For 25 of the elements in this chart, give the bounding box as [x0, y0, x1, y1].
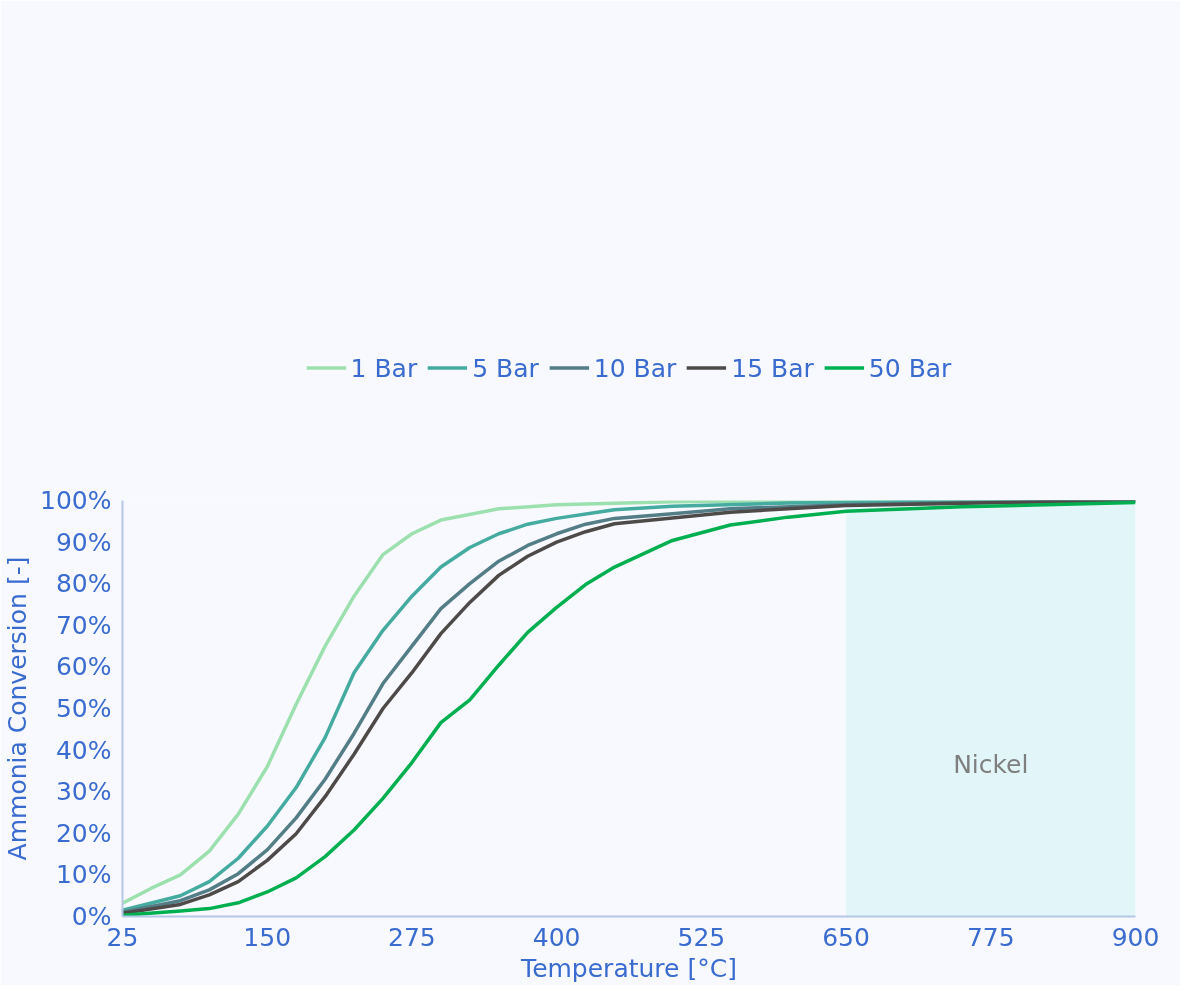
legend-label: 5 Bar: [472, 353, 539, 383]
x-tick-label: 775: [966, 922, 1015, 952]
x-tick-label: 150: [243, 922, 292, 952]
x-tick-label: 900: [1111, 922, 1160, 952]
y-tick-label: 80%: [55, 569, 112, 599]
x-axis-title: Temperature [°C]: [520, 953, 737, 983]
y-tick-label: 70%: [55, 610, 112, 640]
y-tick-label: 100%: [40, 486, 112, 515]
x-tick-label: 275: [388, 922, 436, 952]
y-tick-label: 60%: [55, 652, 112, 682]
y-tick-label: 20%: [55, 818, 112, 848]
y-tick-label: 90%: [55, 527, 112, 557]
y-axis-title: Ammonia Conversion [-]: [3, 556, 33, 861]
band-label: Nickel: [953, 750, 1029, 780]
y-tick-label: 40%: [55, 735, 112, 765]
x-tick-label: 525: [677, 922, 726, 952]
y-tick-label: 10%: [55, 860, 112, 890]
legend-label: 10 Bar: [593, 353, 677, 383]
y-tick-label: 50%: [55, 694, 112, 723]
legend-label: 1 Bar: [350, 353, 418, 383]
y-tick-label: 30%: [55, 777, 112, 807]
legend-label: 15 Bar: [731, 353, 814, 383]
x-tick-label: 650: [822, 922, 870, 952]
x-tick-label: 400: [532, 922, 581, 952]
legend-label: 50 Bar: [868, 353, 952, 383]
